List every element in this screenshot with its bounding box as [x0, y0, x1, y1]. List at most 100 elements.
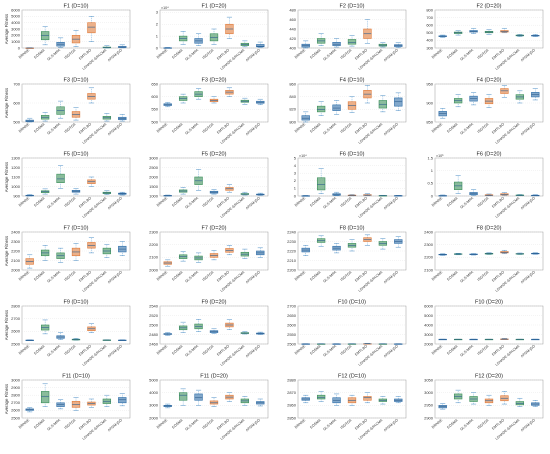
y-tick-label: 800: [426, 7, 433, 12]
chart-panel: 2000 3000 4000 5000 6000 F10 (D=20) DRNNE EOSMA…: [424, 300, 544, 367]
y-tick-label: 2800: [11, 393, 21, 398]
box-drnne: DRNNE: [431, 403, 447, 429]
y-tick-label: 800: [289, 119, 296, 124]
y-tick-label: 1500: [149, 184, 159, 189]
y-tick-label: 2300: [424, 242, 434, 247]
x-tick-label: ISGTOA: [64, 344, 77, 356]
x-tick-label: DRNNE: [294, 270, 307, 282]
y-tick-label: 2480: [149, 332, 159, 337]
y-tick-label: 500: [426, 30, 433, 35]
x-tick-label: EOSMA: [309, 270, 322, 282]
y-tick-label: 950: [426, 81, 433, 86]
x-tick-label: APSM-jSO: [107, 196, 123, 210]
x-tick-label: GLS-MPA: [184, 196, 199, 210]
chart-panel: 2000 2100 2200 2300 F7 (D=20) DRNNE EOSMA GLS-M…: [149, 226, 269, 293]
x-tick-label: APSM-jSO: [520, 48, 536, 62]
x-tick-label: EOSMA: [33, 122, 46, 134]
chart-title: F10 (D=20): [475, 300, 503, 306]
y-tick-label: 600: [151, 94, 158, 99]
box-eosma: EOSMA: [33, 112, 50, 134]
box-body: [194, 393, 203, 401]
box-drnne: DRNNE: [156, 332, 172, 356]
x-tick-label: APSM-jSO: [383, 196, 399, 210]
box-drnne: DRNNE: [18, 254, 34, 281]
chart-panel: 2500 2600 2700 2800 2900 3000 F11 (D=10) Averag…: [4, 374, 131, 441]
x-tick-label: GLS-MPA: [46, 196, 61, 210]
y-tick-label: 0: [294, 193, 297, 198]
box-eosma: EOSMA: [309, 343, 326, 356]
x-tick-label: DRNNE: [294, 48, 307, 60]
x-tick-label: DRNNE: [156, 270, 169, 282]
x-tick-label: EMTLBO: [216, 122, 230, 135]
y-tick-label: 1: [431, 168, 434, 173]
y-tick-label: 2000: [424, 341, 434, 346]
x-tick-label: DRNNE: [431, 196, 444, 208]
x-tick-label: EOSMA: [33, 48, 46, 60]
y-tick-label: 700: [13, 81, 20, 86]
y-tick-label: 2700: [11, 400, 21, 405]
axis-multiplier: ×10⁵: [436, 154, 444, 158]
box-body: [40, 31, 50, 41]
box-eosma: EOSMA: [446, 389, 463, 430]
chart-title: F7 (D=10): [64, 226, 89, 232]
x-tick-label: ISGTOA: [477, 122, 490, 134]
chart-panel: 2000 3000 4000 5000 F11 (D=20) DRNNE EOSMA GLS-…: [149, 374, 269, 441]
y-tick-label: 2500: [11, 415, 21, 420]
y-tick-label: 6000: [424, 303, 434, 308]
box-body: [56, 402, 65, 407]
y-tick-label: 2300: [11, 239, 21, 244]
y-tick-label: 3000: [149, 155, 159, 160]
x-tick-label: DRNNE: [156, 344, 169, 356]
x-tick-label: ISGTOA: [202, 48, 215, 60]
x-tick-label: APSM-jSO: [383, 48, 399, 62]
box-eosma: EOSMA: [446, 253, 463, 282]
box-eosma: EOSMA: [309, 33, 326, 60]
x-tick-label: EOSMA: [309, 48, 322, 60]
y-tick-label: 2950: [424, 403, 434, 408]
y-tick-label: 2600: [11, 329, 21, 334]
x-tick-label: GLS-MPA: [46, 344, 61, 358]
x-tick-label: ISGTOA: [202, 196, 215, 208]
plot-area: [297, 157, 407, 197]
x-tick-label: EMTLBO: [216, 196, 230, 209]
x-tick-label: EOSMA: [171, 48, 184, 60]
box-gls-mpa: GLS-MPA: [322, 343, 341, 358]
y-tick-label: 650: [151, 81, 158, 86]
box-drnne: DRNNE: [294, 40, 310, 60]
x-tick-label: APSM-jSO: [520, 196, 536, 210]
y-tick-label: 480: [289, 7, 296, 12]
x-tick-label: EMTLBO: [491, 196, 505, 209]
box-drnne: DRNNE: [431, 34, 447, 59]
y-tick-label: 4000: [149, 390, 159, 395]
chart-panel: 500 600 700 F3 (D=10) Average Fitness DRNNE EO…: [4, 78, 131, 145]
box-body: [87, 22, 96, 34]
x-tick-label: EOSMA: [171, 122, 184, 134]
x-tick-label: APSM-jSO: [520, 344, 536, 358]
y-tick-label: 2: [294, 178, 297, 183]
chart-panel: 800 820 840 860 F4 (D=10) DRNNE EOSMA GLS-MPA IS…: [289, 78, 407, 145]
x-tick-label: DRNNE: [431, 418, 444, 430]
x-tick-label: EMTLBO: [216, 418, 230, 431]
box-drnne: DRNNE: [18, 117, 34, 133]
y-tick-label: 2210: [287, 258, 297, 263]
box-eosma: EOSMA: [171, 321, 188, 356]
x-tick-label: DRNNE: [294, 196, 307, 208]
chart-title: F1 (D=10): [64, 4, 89, 10]
x-tick-label: EOSMA: [33, 270, 46, 282]
chart-panel: 500 550 600 650 F3 (D=20) DRNNE EOSMA GLS-MPA IS…: [151, 78, 269, 145]
y-tick-label: 0: [156, 45, 159, 50]
y-tick-label: 4000: [424, 322, 434, 327]
box-drnne: DRNNE: [431, 194, 447, 208]
chart-title: F8 (D=10): [340, 226, 365, 232]
x-tick-label: GLS-MPA: [459, 344, 474, 358]
x-tick-label: DRNNE: [431, 122, 444, 134]
x-tick-label: EOSMA: [309, 344, 322, 356]
box-drnne: DRNNE: [18, 339, 34, 355]
box-eosma: EOSMA: [309, 101, 326, 134]
box-body: [118, 397, 127, 404]
y-tick-label: 820: [289, 107, 296, 112]
box-drnne: DRNNE: [431, 338, 447, 355]
box-drnne: DRNNE: [431, 253, 447, 281]
x-tick-label: EOSMA: [33, 344, 46, 356]
x-tick-label: EOSMA: [171, 344, 184, 356]
